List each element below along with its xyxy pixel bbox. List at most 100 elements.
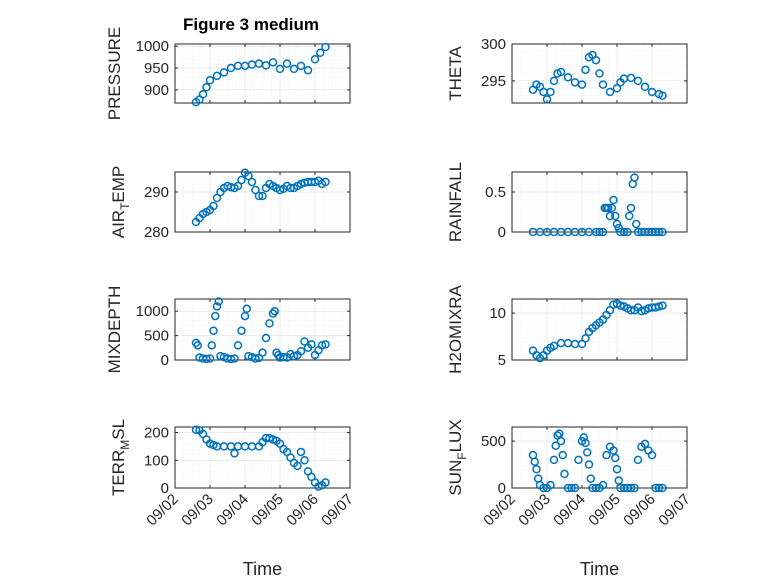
data-point [237, 175, 246, 185]
y-tick-label: 280 [144, 224, 169, 241]
data-point [191, 425, 201, 435]
y-tick-label: 300 [481, 36, 506, 53]
data-point [207, 341, 216, 350]
data-point [321, 42, 330, 52]
data-point [633, 76, 643, 86]
data-point [307, 340, 316, 349]
x-axis-label: Time [580, 559, 619, 579]
data-point [212, 302, 222, 311]
data-point [279, 352, 288, 362]
data-point [233, 181, 243, 191]
x-axis-label: Time [243, 559, 282, 579]
series-points [191, 168, 330, 227]
y-axis-label: THETA [446, 46, 465, 101]
data-point [198, 90, 208, 99]
y-tick-label: 500 [481, 433, 506, 450]
data-point [640, 82, 650, 92]
data-point [555, 429, 564, 438]
data-point [654, 227, 664, 237]
data-point [637, 306, 646, 316]
data-point [598, 227, 608, 237]
data-point [247, 177, 257, 187]
data-point [556, 67, 566, 77]
y-tick-label: 200 [144, 425, 169, 442]
data-point [591, 483, 601, 493]
data-point [584, 460, 594, 469]
data-point [607, 203, 616, 213]
data-point [567, 483, 576, 493]
data-point [614, 476, 623, 485]
data-point [209, 326, 218, 335]
data-point [654, 483, 664, 493]
data-point [626, 73, 636, 83]
data-point [542, 95, 552, 104]
axes-frame [511, 171, 688, 233]
data-point [579, 433, 588, 442]
data-point [658, 301, 667, 310]
data-point [258, 348, 267, 357]
x-tick-label: 09/07 [318, 491, 357, 530]
data-point [595, 227, 604, 237]
axes-frame [174, 171, 351, 233]
y-tick-label: 950 [144, 60, 169, 77]
y-tick-label: 295 [481, 73, 506, 90]
y-axis-label: AIRTEMP [109, 166, 132, 239]
data-point [640, 439, 650, 449]
data-point [586, 474, 595, 483]
data-point [558, 450, 567, 460]
data-point [226, 354, 236, 364]
data-point [205, 76, 215, 85]
y-tick-label: 1000 [136, 303, 169, 320]
data-point [549, 76, 559, 86]
series-points [191, 297, 330, 364]
x-tick-label: 09/04 [550, 491, 589, 530]
axes-frame [511, 43, 688, 104]
data-point [556, 436, 566, 446]
data-point [605, 211, 615, 221]
data-point [539, 483, 548, 493]
data-point [205, 354, 215, 363]
y-tick-label: 500 [144, 328, 169, 345]
y-tick-label: 900 [144, 82, 169, 99]
data-point [570, 483, 580, 493]
data-point [230, 449, 239, 458]
data-point [591, 55, 601, 65]
data-point [289, 351, 299, 361]
x-tick-label: 09/07 [655, 491, 694, 530]
data-point [237, 326, 246, 335]
data-point [609, 195, 618, 205]
data-point [211, 311, 220, 321]
y-tick-label: 0 [161, 480, 169, 497]
data-point [268, 58, 278, 67]
y-tick-label: 5 [498, 352, 506, 369]
y-tick-label: 0 [498, 480, 506, 497]
grid [174, 299, 351, 361]
data-point [282, 59, 292, 68]
data-point [560, 469, 569, 479]
y-tick-label: 0 [498, 224, 506, 241]
series-points [528, 429, 667, 493]
x-tick-label: 09/05 [585, 491, 624, 530]
y-tick-label: 0.5 [485, 184, 506, 201]
data-point [296, 61, 306, 71]
data-point [654, 302, 664, 311]
data-point [605, 87, 615, 97]
data-point [626, 306, 636, 315]
subplot-sun_flux: 09/0209/0309/0409/0509/0609/070500SUNFLU… [446, 419, 694, 579]
data-point [630, 173, 639, 182]
data-point [216, 351, 225, 361]
data-point [626, 203, 636, 213]
axes-frame [174, 43, 351, 104]
data-point [658, 227, 667, 237]
data-point [658, 91, 667, 100]
data-point [595, 69, 604, 78]
x-tick-label: 09/06 [620, 491, 659, 530]
data-point [258, 191, 267, 201]
data-point [300, 337, 309, 346]
y-tick-label: 290 [144, 184, 169, 201]
data-point [551, 441, 560, 451]
grid [511, 172, 688, 233]
data-point [633, 455, 643, 465]
data-point [209, 201, 218, 211]
data-point [581, 334, 590, 343]
